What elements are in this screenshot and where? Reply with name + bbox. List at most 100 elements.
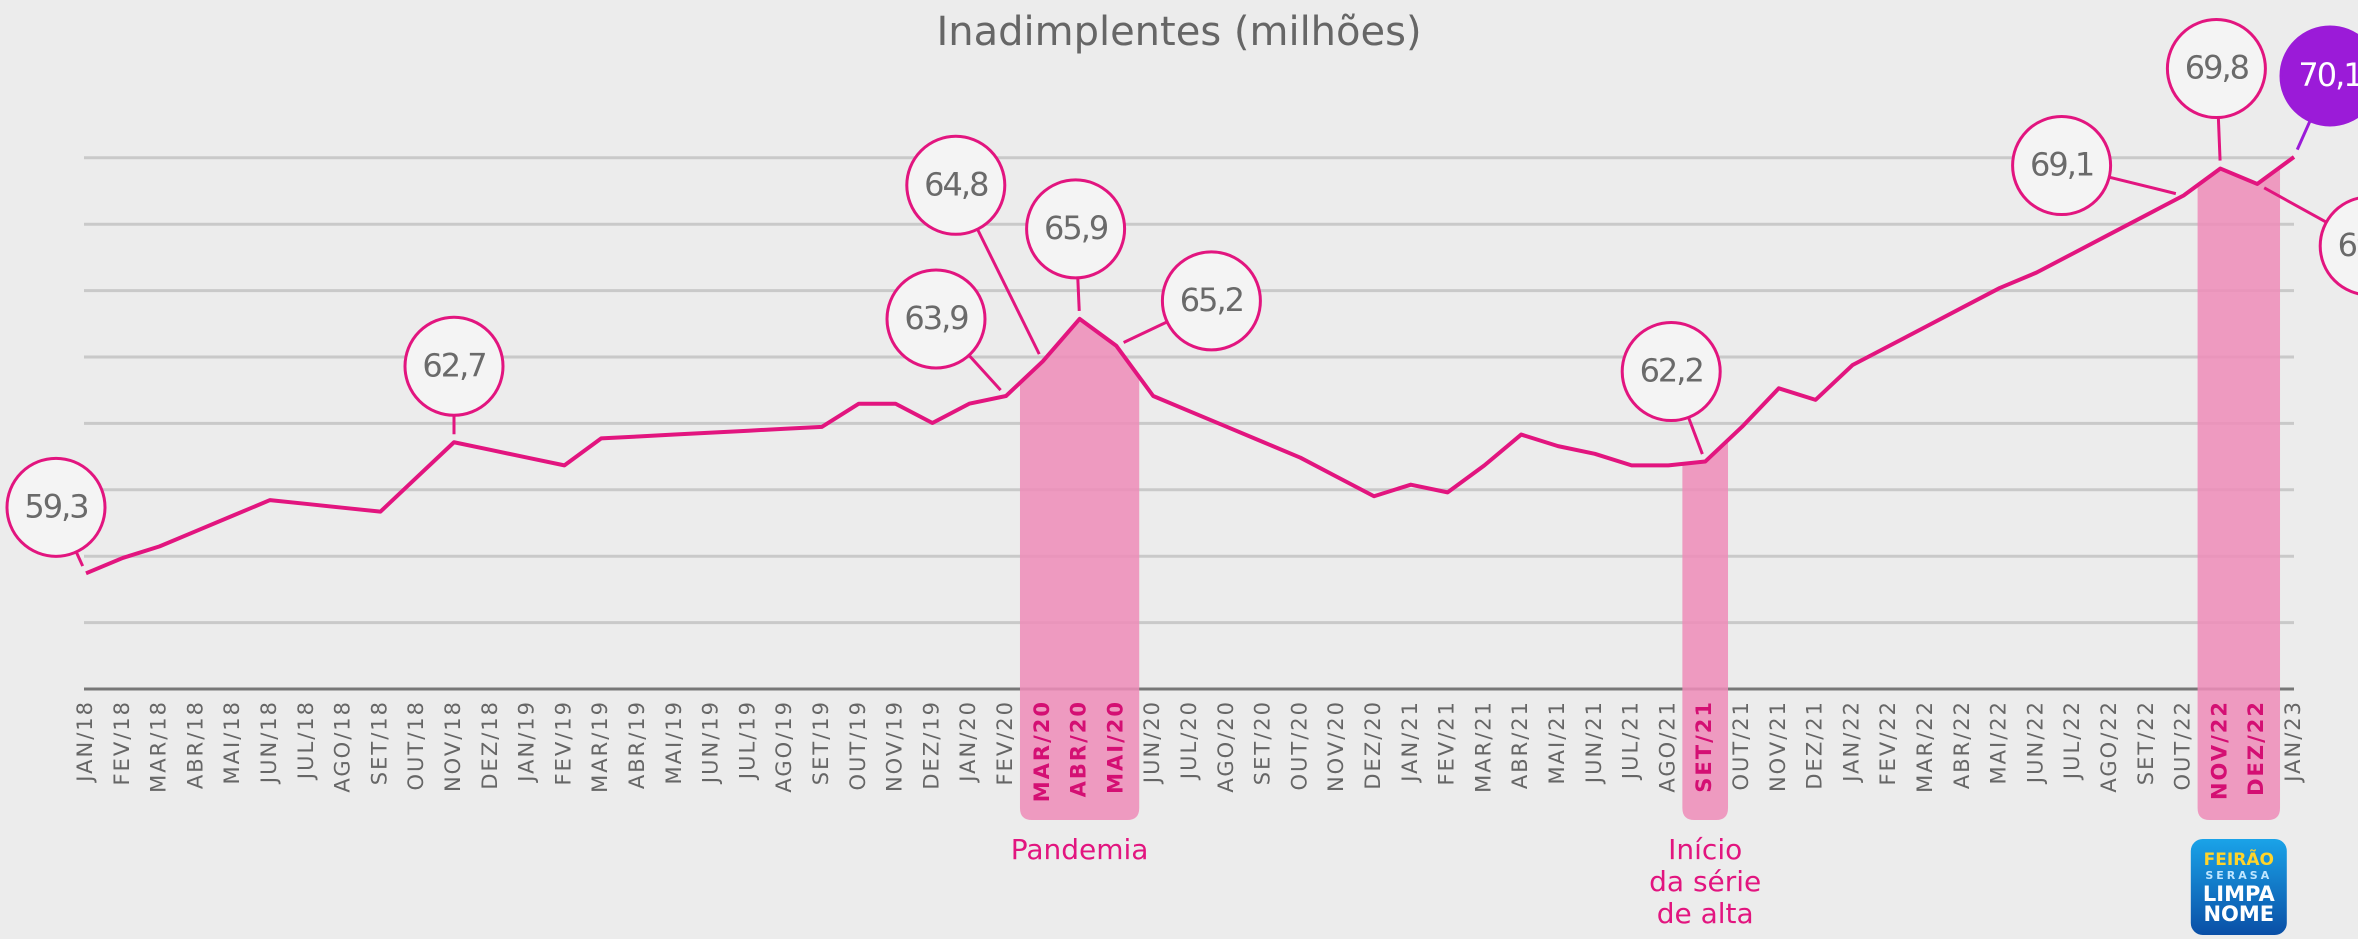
value-bubble	[403, 315, 505, 417]
x-tick-label: AGO/20	[1214, 700, 1238, 793]
x-tick-label: OUT/21	[1729, 700, 1753, 791]
value-bubble	[2279, 25, 2358, 127]
x-tick-label: JAN/22	[1839, 700, 1863, 784]
value-label: 65,9	[1044, 209, 1108, 247]
highlight-band	[1019, 318, 1140, 820]
x-tick-label: AGO/22	[2097, 700, 2121, 793]
x-tick-label: JUL/20	[1177, 700, 1201, 781]
leader-line	[1122, 320, 1168, 344]
x-tick-label: ABR/20	[1067, 700, 1091, 797]
line	[85, 155, 2296, 576]
logo-text: SERASA	[2205, 869, 2272, 882]
x-tick-label: ABR/22	[1950, 700, 1974, 789]
value-bubble	[1620, 321, 1722, 423]
value-bubble	[5, 456, 107, 558]
value-label: 69,1	[2030, 146, 2093, 184]
value-bubble	[2318, 196, 2358, 296]
x-tick-label: MAI/18	[220, 700, 244, 784]
x-tick-label: SET/18	[367, 700, 391, 785]
x-tick-label: DEZ/19	[919, 700, 943, 790]
x-tick-label: AGO/19	[772, 700, 796, 793]
x-tick-label: JUN/18	[257, 700, 281, 785]
leader-line	[967, 354, 1002, 392]
x-tick-label: MAI/22	[1987, 700, 2011, 784]
value-label: 62,7	[422, 346, 485, 384]
x-tick-label: OUT/22	[2171, 700, 2195, 791]
x-tick-label: FEV/21	[1435, 700, 1459, 786]
value-bubble	[905, 134, 1007, 236]
highlight-label: de alta	[1657, 897, 1754, 930]
x-tick-label: MAI/19	[662, 700, 686, 784]
highlight-band	[2197, 167, 2281, 820]
value-label: 70,1	[2298, 56, 2358, 94]
x-tick-label: NOV/22	[2207, 700, 2231, 800]
value-label: 69,4	[2338, 226, 2358, 264]
x-tick-label: SET/19	[809, 700, 833, 785]
x-tick-label: NOV/20	[1324, 700, 1348, 792]
leader-line	[2216, 117, 2222, 161]
leader-line	[1076, 277, 1081, 311]
value-bubble	[2011, 115, 2113, 217]
x-tick-label: JUN/20	[1140, 700, 1164, 785]
x-tick-label: NOV/21	[1766, 700, 1790, 792]
logo-box	[2190, 839, 2287, 935]
x-tick-label: NOV/18	[441, 700, 465, 792]
x-tick-label: JUL/22	[2060, 700, 2084, 781]
highlight-label: da série	[1649, 865, 1761, 898]
leader-line	[2108, 175, 2177, 196]
x-tick-label: OUT/19	[846, 700, 870, 791]
x-tick-label: FEV/18	[110, 700, 134, 786]
x-tick-label: JAN/20	[956, 700, 980, 784]
leader-line	[74, 551, 85, 567]
highlight-band	[1682, 440, 1729, 820]
x-tick-label: MAI/20	[1103, 700, 1127, 794]
x-tick-label: FEV/20	[993, 700, 1017, 786]
x-tick-label: JUN/22	[2023, 700, 2047, 785]
logo-text: LIMPA	[2203, 882, 2276, 906]
x-tick-label: SET/21	[1692, 700, 1716, 793]
logo-text: FEIRÃO	[2204, 847, 2274, 870]
x-tick-label: JAN/19	[515, 700, 539, 784]
x-tick-label: SET/20	[1251, 700, 1275, 785]
x-tick-label: DEZ/22	[2244, 700, 2268, 796]
value-label: 69,8	[2185, 49, 2249, 87]
x-tick-label: JUL/19	[735, 700, 759, 781]
x-tick-label: DEZ/20	[1361, 700, 1385, 790]
x-tick-label: FEV/22	[1876, 700, 1900, 786]
leader-line	[2263, 186, 2328, 224]
x-tick-label: NOV/19	[883, 700, 907, 792]
x-tick-label: ABR/19	[625, 700, 649, 789]
x-tick-label: JAN/23	[2281, 700, 2305, 784]
x-tick-label: JUN/21	[1582, 700, 1606, 785]
value-label: 64,8	[924, 165, 988, 203]
x-tick-label: MAR/19	[588, 700, 612, 793]
x-tick-label: OUT/18	[404, 700, 428, 791]
value-bubble	[885, 268, 987, 370]
value-label: 65,2	[1180, 281, 1243, 319]
value-bubble	[2165, 18, 2267, 120]
x-tick-label: AGO/18	[331, 700, 355, 793]
x-tick-label: JUL/21	[1619, 700, 1643, 781]
x-tick-label: AGO/21	[1655, 700, 1679, 793]
logo-text: NOME	[2203, 902, 2274, 926]
chart-title: Inadimplentes (milhões)	[936, 9, 1421, 55]
x-tick-label: MAR/22	[1913, 700, 1937, 793]
leader-line	[976, 228, 1041, 355]
value-bubble	[1160, 250, 1262, 352]
x-tick-label: JAN/21	[1398, 700, 1422, 784]
x-tick-label: DEZ/18	[478, 700, 502, 790]
value-label: 63,9	[904, 299, 968, 337]
x-tick-label: OUT/20	[1287, 700, 1311, 791]
value-bubble	[1025, 178, 1127, 280]
leader-line	[1687, 416, 1704, 455]
x-tick-label: JUN/19	[699, 700, 723, 785]
leader-line	[2295, 120, 2312, 151]
highlight-label: Início	[1668, 833, 1742, 866]
x-tick-label: FEV/19	[551, 700, 575, 786]
x-tick-label: MAR/21	[1471, 700, 1495, 793]
x-tick-label: MAI/21	[1545, 700, 1569, 784]
x-tick-label: JAN/18	[73, 700, 97, 784]
